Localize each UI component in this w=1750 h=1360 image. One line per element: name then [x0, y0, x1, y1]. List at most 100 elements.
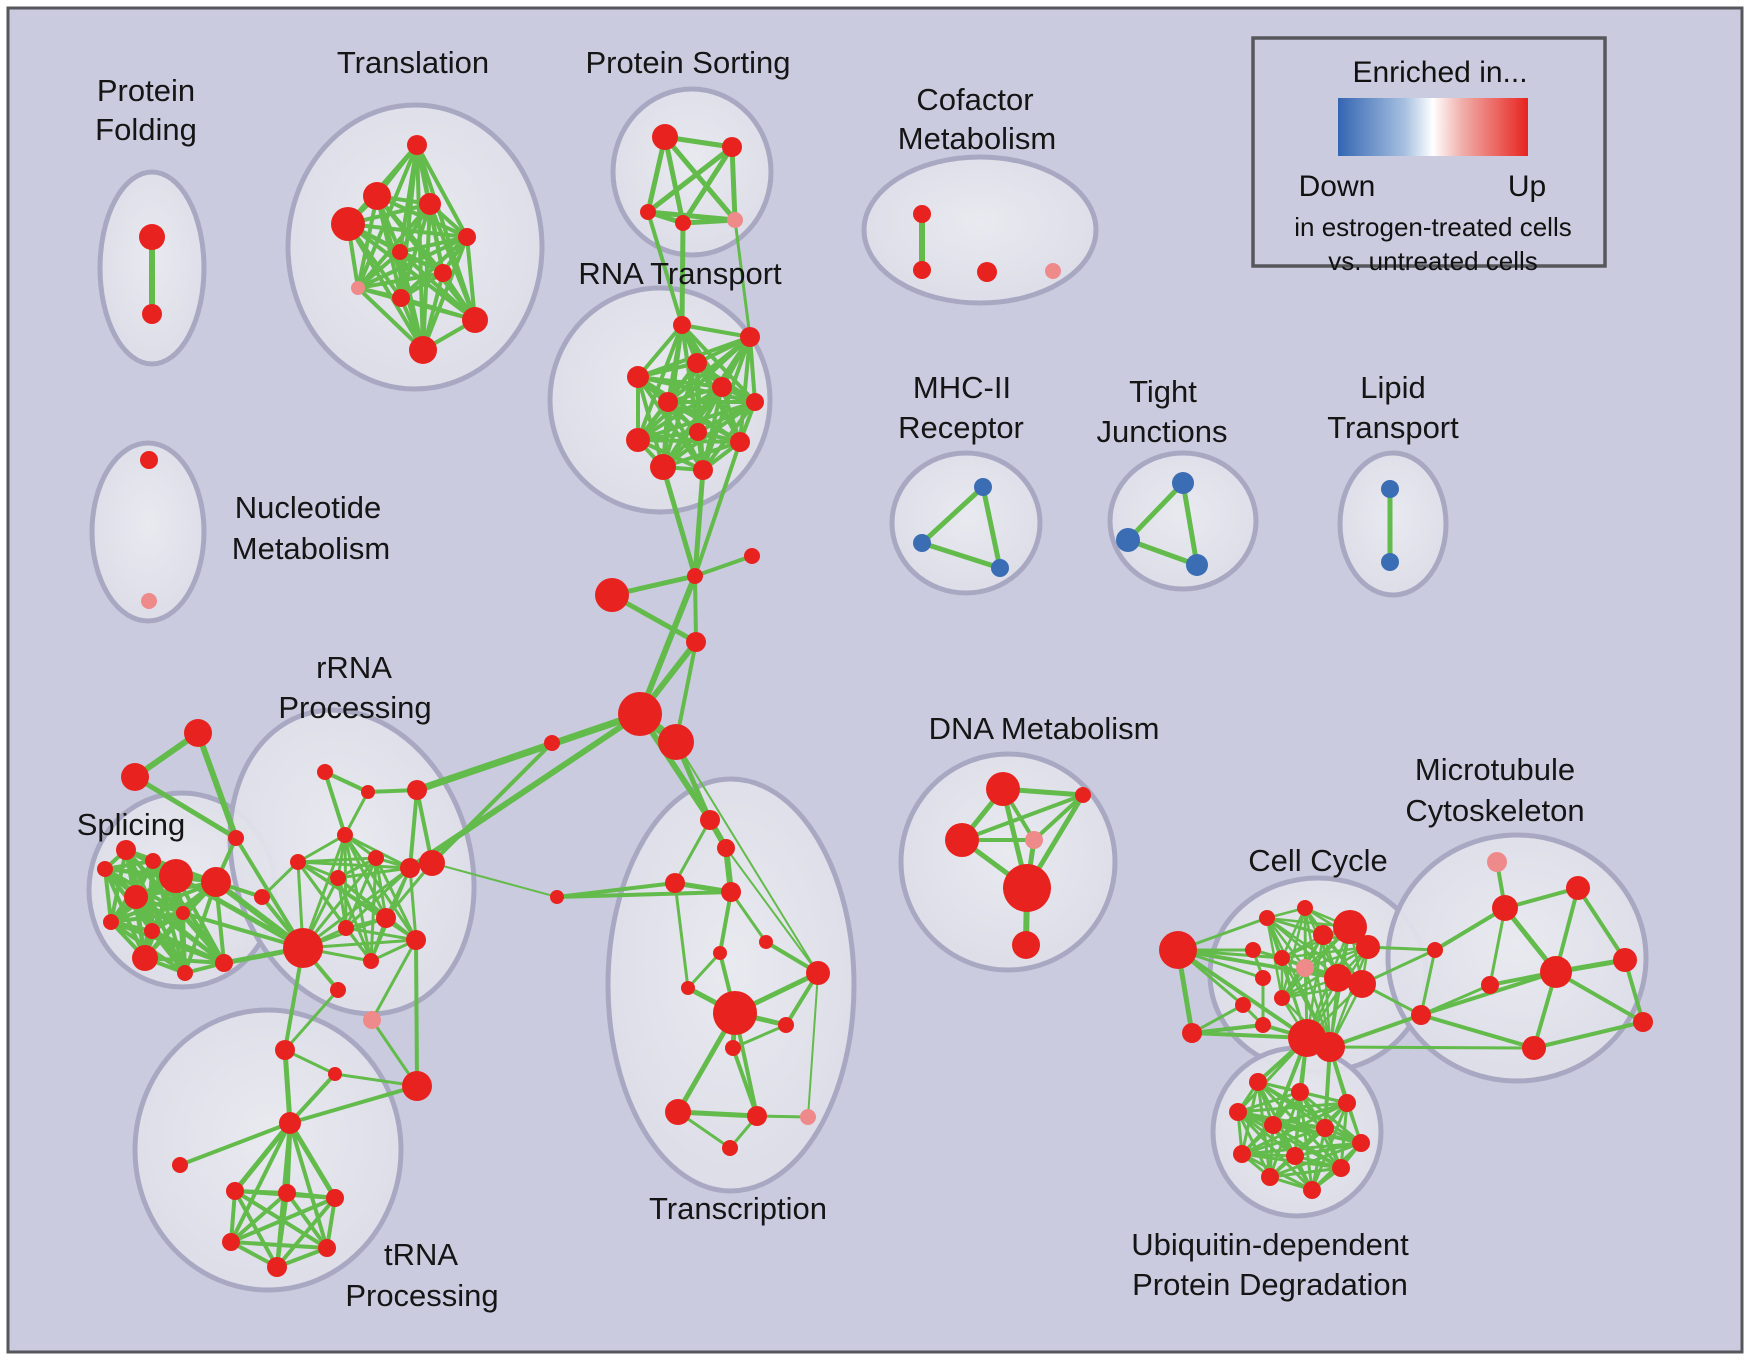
geneset-node-t8: [392, 289, 410, 307]
edge-q0-trh: [282, 1047, 293, 1126]
edge-cc0-cc7: [1265, 916, 1307, 970]
edge-s3-s9: [143, 859, 155, 960]
edge-rr2-rr7: [408, 788, 419, 870]
geneset-node-rr12: [363, 953, 379, 969]
geneset-node-cf3: [1045, 263, 1061, 279]
geneset-node-lp0: [1381, 480, 1399, 498]
legend-up-label: Up: [1508, 170, 1546, 203]
legend-down-label: Down: [1299, 170, 1376, 203]
edge-s8-s11: [181, 911, 226, 965]
geneset-node-cc6: [1274, 950, 1290, 966]
geneset-node-x13: [747, 1106, 767, 1126]
edge-cch-cc14: [1176, 948, 1309, 1040]
geneset-node-rr11: [406, 930, 426, 950]
geneset-node-m3: [1481, 976, 1499, 994]
geneset-node-cc8: [1255, 970, 1271, 986]
geneset-node-s6: [103, 914, 119, 930]
edge-tr2-tr7: [233, 1189, 279, 1269]
edge-d1-d3: [1032, 793, 1085, 842]
geneset-node-cc15: [1315, 1032, 1345, 1062]
geneset-node-u3: [1229, 1103, 1247, 1121]
edge-d1-d2: [960, 793, 1085, 842]
edge-s4-s6: [103, 867, 113, 924]
geneset-node-m2: [1566, 876, 1590, 900]
geneset-node-rr1: [361, 785, 375, 799]
geneset-node-s10: [177, 965, 193, 981]
geneset-node-t10: [409, 336, 437, 364]
geneset-node-ps3: [675, 215, 691, 231]
edge-u6-u8: [1293, 1141, 1363, 1158]
geneset-node-mh2: [991, 559, 1009, 577]
edge-cca-cc14: [1190, 1031, 1309, 1040]
edge-ps0-ps4: [662, 134, 738, 223]
geneset-node-x12: [665, 1099, 691, 1125]
edge-x0-x2: [673, 818, 712, 885]
geneset-node-r2: [627, 366, 649, 388]
geneset-node-ps4: [727, 212, 743, 228]
edge-h1-x8: [675, 741, 819, 974]
cluster-label-protein-folding-line0: Protein: [97, 73, 195, 108]
geneset-node-s9: [132, 945, 158, 971]
edge-r8-r9: [636, 438, 742, 444]
geneset-node-nc0: [140, 451, 158, 469]
geneset-node-nc1: [141, 593, 157, 609]
geneset-node-h0: [618, 692, 662, 736]
edge-r0-r2: [636, 323, 684, 379]
geneset-node-cc13: [1255, 1017, 1271, 1033]
edge-f2-rrh: [234, 836, 305, 950]
edge-rr5-rr9: [336, 876, 348, 930]
geneset-node-tr3: [278, 1184, 296, 1202]
geneset-node-tr5: [222, 1233, 240, 1251]
edge-r1-r9: [738, 335, 752, 444]
geneset-node-tr7: [267, 1257, 287, 1277]
geneset-node-rr6: [368, 850, 384, 866]
edge-mh0-mh2: [980, 484, 1003, 571]
edges-layer: [103, 134, 1645, 1269]
geneset-node-x8: [806, 961, 830, 985]
edge-x10-x11: [731, 1023, 788, 1050]
geneset-node-tj2: [1186, 554, 1208, 576]
edge-x4-x3: [555, 890, 733, 899]
edge-rr7-rrh: [301, 866, 412, 950]
edge-t1-t7: [356, 194, 379, 290]
edge-t4-t9: [465, 235, 477, 322]
geneset-node-s2: [116, 840, 136, 860]
geneset-node-q1: [328, 1067, 342, 1081]
edge-ps0-ps3: [662, 134, 686, 226]
geneset-node-x9: [713, 991, 757, 1035]
geneset-node-g1: [595, 578, 629, 612]
geneset-node-pf0: [139, 224, 165, 250]
edge-h0-rr2: [413, 710, 644, 794]
edge-x8-x14: [807, 972, 819, 1118]
edge-ps4-r1: [733, 218, 752, 339]
edge-f0-f2: [195, 730, 239, 841]
geneset-node-cc2: [1333, 910, 1367, 944]
edge-u1-u3: [1236, 1090, 1302, 1114]
geneset-node-cc11: [1274, 990, 1290, 1006]
geneset-node-s11: [215, 954, 233, 972]
geneset-node-x14: [800, 1109, 816, 1125]
cluster-label-protein-sorting-line0: Protein Sorting: [585, 45, 790, 80]
geneset-node-u1: [1291, 1083, 1309, 1101]
edge-tr4-tr7: [275, 1196, 337, 1269]
edge-r6-r11: [701, 400, 757, 472]
edge-u6-u7: [1240, 1141, 1363, 1156]
edge-tr3-tr6: [285, 1191, 329, 1250]
geneset-node-rr0: [317, 764, 333, 780]
geneset-node-x7: [681, 981, 695, 995]
edge-x12-x13: [675, 1109, 760, 1119]
geneset-node-x6: [713, 946, 727, 960]
cluster-label-tight-junctions-line1: Junctions: [1097, 414, 1228, 449]
geneset-node-u10: [1261, 1168, 1279, 1186]
cluster-label-rrna-processing-line0: rRNA: [316, 650, 392, 685]
edge-ps1-ps4: [729, 144, 738, 223]
geneset-node-t2: [419, 193, 441, 215]
geneset-node-rr5: [330, 870, 346, 886]
edge-f1-f2: [132, 774, 239, 841]
edge-rr3-rr4: [296, 833, 347, 864]
geneset-node-x10: [778, 1017, 794, 1033]
geneset-node-q2: [402, 1071, 432, 1101]
geneset-node-tr6: [318, 1239, 336, 1257]
edge-cc16-cc17: [1419, 948, 1437, 1017]
